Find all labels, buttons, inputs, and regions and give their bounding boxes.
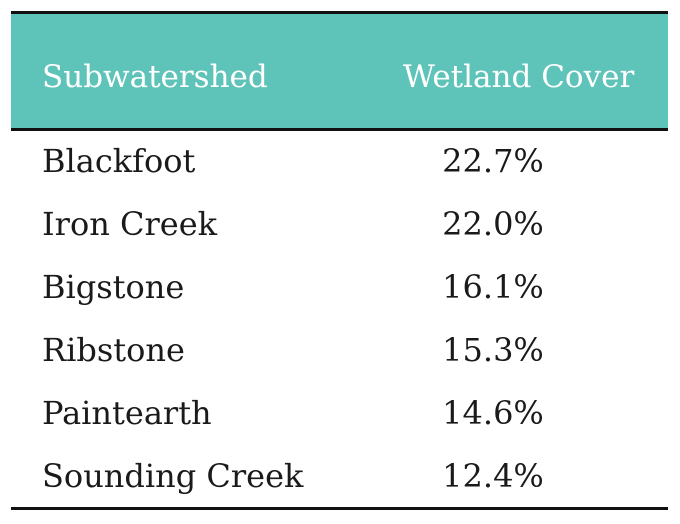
- subwatershed-name: Blackfoot: [42, 142, 196, 180]
- wetland-cover-value: 12.4%: [442, 457, 544, 495]
- table-row: Ribstone 15.3%: [11, 320, 668, 383]
- table-row: Sounding Creek 12.4%: [11, 446, 668, 509]
- subwatershed-name: Sounding Creek: [42, 457, 304, 495]
- top-rule: [11, 11, 668, 14]
- wetland-cover-value: 15.3%: [442, 331, 544, 369]
- subwatershed-name: Ribstone: [42, 331, 185, 369]
- subwatershed-name: Bigstone: [42, 268, 185, 306]
- table-row: Bigstone 16.1%: [11, 257, 668, 320]
- wetland-cover-value: 22.0%: [442, 205, 544, 243]
- bottom-rule: [11, 507, 668, 510]
- table-row: Paintearth 14.6%: [11, 383, 668, 446]
- subwatershed-name: Paintearth: [42, 394, 212, 432]
- table-body: Blackfoot 22.7% Iron Creek 22.0% Bigston…: [11, 131, 668, 509]
- header-wetland-cover: Wetland Cover: [403, 59, 635, 95]
- wetland-cover-table: Subwatershed Wetland Cover Blackfoot 22.…: [11, 11, 668, 510]
- table-row: Iron Creek 22.0%: [11, 194, 668, 257]
- wetland-cover-value: 14.6%: [442, 394, 544, 432]
- wetland-cover-value: 22.7%: [442, 142, 544, 180]
- header-rule: [11, 128, 668, 131]
- wetland-cover-value: 16.1%: [442, 268, 544, 306]
- header-subwatershed: Subwatershed: [42, 59, 268, 95]
- subwatershed-name: Iron Creek: [42, 205, 218, 243]
- table-row: Blackfoot 22.7%: [11, 131, 668, 194]
- table-header: Subwatershed Wetland Cover: [11, 14, 668, 128]
